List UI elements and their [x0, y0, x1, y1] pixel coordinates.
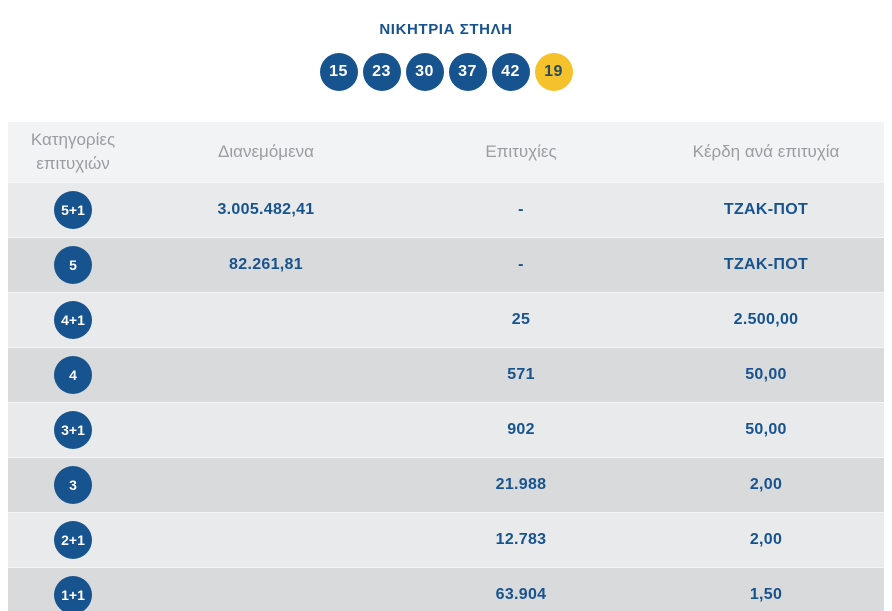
prize-table: Κατηγορίες επιτυχιών Διανεμόμενα Επιτυχί… [8, 122, 884, 611]
category-cell: 3+1 [8, 411, 138, 449]
category-badge: 4+1 [54, 301, 92, 339]
winning-number-ball: 42 [491, 53, 530, 91]
column-header-distributed: Διανεμόμενα [218, 142, 314, 161]
winning-number-ball: 23 [362, 53, 401, 91]
wins-count: 21.988 [495, 476, 547, 493]
category-cell: 4+1 [8, 301, 138, 339]
wins-count: 902 [507, 421, 535, 438]
wins-count: 63.904 [495, 586, 547, 603]
category-cell: 1+1 [8, 576, 138, 611]
category-cell: 5+1 [8, 191, 138, 229]
winning-number-ball: 30 [405, 53, 444, 91]
prize-per-win: ΤΖΑΚ-ΠΟΤ [723, 256, 809, 273]
winning-numbers: 15 23 30 37 42 19 [0, 53, 892, 91]
winning-number-ball: 37 [448, 53, 487, 91]
prize-per-win: 50,00 [745, 366, 787, 383]
category-cell: 2+1 [8, 521, 138, 559]
distributed-amount: 82.261,81 [229, 256, 303, 273]
category-badge: 2+1 [54, 521, 92, 559]
wins-count: 12.783 [495, 531, 547, 548]
prize-row: 3 21.988 2,00 [8, 457, 884, 512]
category-cell: 3 [8, 466, 138, 504]
column-header-wins: Επιτυχίες [485, 142, 557, 161]
prize-row: 5+1 3.005.482,41 - ΤΖΑΚ-ΠΟΤ [8, 182, 884, 237]
wins-count: - [518, 201, 524, 218]
column-header-prize-per-win: Κέρδη ανά επιτυχία [692, 142, 840, 161]
prize-row: 2+1 12.783 2,00 [8, 512, 884, 567]
category-badge: 3+1 [54, 411, 92, 449]
prize-per-win: ΤΖΑΚ-ΠΟΤ [723, 201, 809, 218]
category-badge: 4 [54, 356, 92, 394]
prize-table-header: Κατηγορίες επιτυχιών Διανεμόμενα Επιτυχί… [8, 122, 884, 182]
column-header-categories: Κατηγορίες επιτυχιών [30, 130, 116, 173]
wins-count: 25 [511, 311, 531, 328]
winning-column-title: ΝΙΚΗΤΡΙΑ ΣΤΗΛΗ [379, 21, 513, 38]
prize-table-body: 5+1 3.005.482,41 - ΤΖΑΚ-ΠΟΤ 5 82.261,81 - ΤΖΑΚ-… [8, 182, 884, 611]
category-cell: 4 [8, 356, 138, 394]
category-cell: 5 [8, 246, 138, 284]
prize-row: 4 571 50,00 [8, 347, 884, 402]
prize-per-win: 2,00 [749, 531, 783, 548]
prize-per-win: 1,50 [749, 586, 783, 603]
category-badge: 3 [54, 466, 92, 504]
prize-per-win: 2.500,00 [733, 311, 799, 328]
prize-per-win: 50,00 [745, 421, 787, 438]
prize-row: 4+1 25 2.500,00 [8, 292, 884, 347]
prize-per-win: 2,00 [749, 476, 783, 493]
wins-count: 571 [507, 366, 535, 383]
category-badge: 5 [54, 246, 92, 284]
winning-number-ball: 15 [319, 53, 358, 91]
category-badge: 1+1 [54, 576, 92, 611]
wins-count: - [518, 256, 524, 273]
joker-number-ball: 19 [534, 53, 573, 91]
distributed-amount: 3.005.482,41 [217, 201, 315, 218]
category-badge: 5+1 [54, 191, 92, 229]
prize-row: 5 82.261,81 - ΤΖΑΚ-ΠΟΤ [8, 237, 884, 292]
prize-row: 1+1 63.904 1,50 [8, 567, 884, 611]
prize-row: 3+1 902 50,00 [8, 402, 884, 457]
